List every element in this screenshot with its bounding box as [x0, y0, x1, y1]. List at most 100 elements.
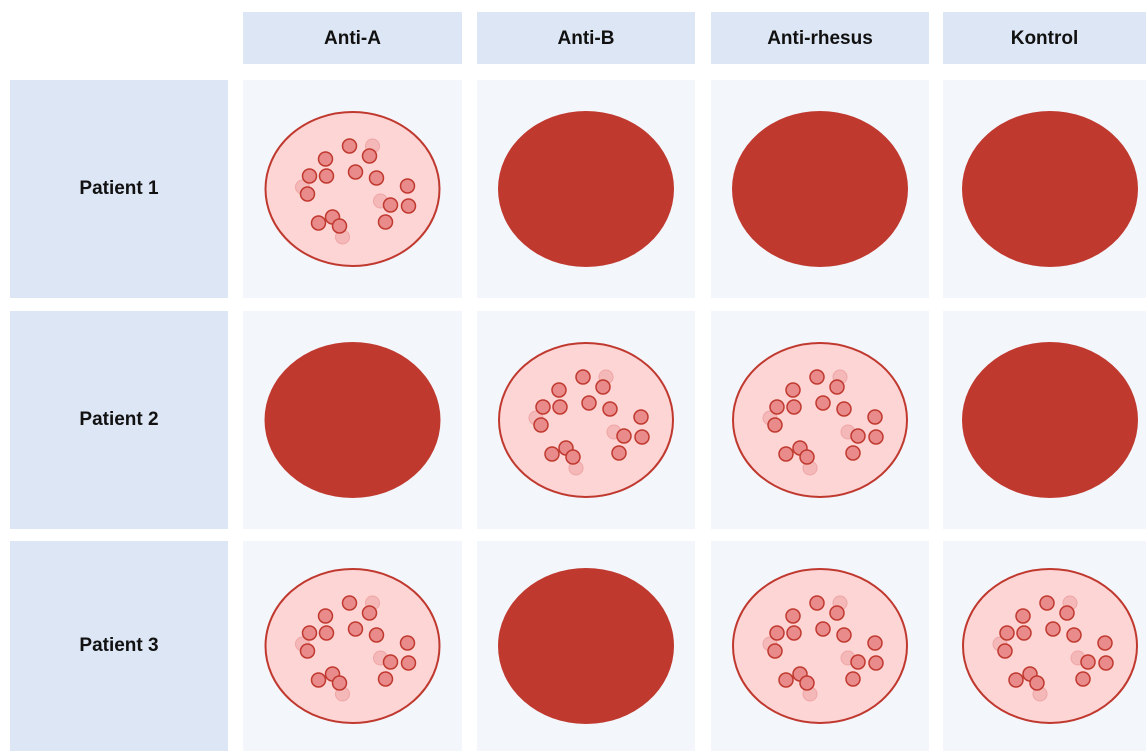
column-header-label: Kontrol: [1011, 28, 1079, 49]
uniform-sample: [498, 568, 674, 724]
cell-clump: [778, 672, 794, 688]
cell-clump: [299, 643, 316, 659]
column-header: [943, 12, 1146, 64]
cell-clump: [1080, 654, 1096, 670]
cell-clump: [361, 605, 378, 621]
cell-clump: [809, 369, 825, 385]
cell-clump: [1015, 608, 1031, 624]
uniform-sample: [962, 111, 1138, 267]
cell-clump: [368, 627, 385, 643]
sample-well: [264, 111, 441, 267]
cell-clump: [581, 395, 597, 411]
agglutination-sample: [264, 568, 441, 724]
cell-clump: [633, 409, 649, 425]
cell-clump: [1016, 625, 1032, 641]
cell-clump: [809, 595, 825, 611]
cell-clump: [533, 417, 549, 433]
row-header: [10, 311, 228, 529]
column-header: [477, 12, 695, 64]
cell-clump: [616, 428, 632, 444]
cell-clump: [595, 379, 611, 395]
cell-clump: [799, 449, 815, 465]
cell-clump: [997, 643, 1013, 659]
cell-clump: [535, 399, 551, 415]
cell-clump: [1029, 675, 1045, 691]
agglutination-sample: [732, 342, 908, 498]
cell-clump: [767, 643, 783, 659]
cell-clump: [785, 608, 801, 624]
cell-clump: [301, 625, 318, 641]
row-header-label: Patient 2: [79, 409, 158, 430]
cell-clump: [331, 675, 348, 691]
cell-clump: [868, 655, 884, 671]
cell-clump: [634, 429, 650, 445]
cell-clump: [999, 625, 1015, 641]
cell-clump: [331, 218, 348, 234]
sample-well: [498, 342, 674, 498]
cell-clump: [785, 382, 801, 398]
column-header-label: Anti-B: [558, 28, 615, 49]
row-header: [10, 80, 228, 298]
cell-clump: [317, 608, 334, 624]
cell-clump: [1059, 605, 1075, 621]
cell-clump: [850, 654, 866, 670]
cell-clump: [399, 178, 416, 194]
cell-clump: [299, 186, 316, 202]
cell-clump: [829, 605, 845, 621]
cell-clump: [769, 625, 785, 641]
cell-clump: [377, 214, 394, 230]
cell-clump: [867, 635, 883, 651]
cell-clump: [1097, 635, 1113, 651]
cell-clump: [377, 671, 394, 687]
cell-clump: [301, 168, 318, 184]
cell-clump: [845, 445, 861, 461]
column-header-label: Anti-A: [324, 28, 381, 49]
agglutination-sample: [962, 568, 1138, 724]
uniform-sample: [732, 111, 908, 267]
cell-clump: [341, 138, 358, 154]
cell-clump: [868, 429, 884, 445]
cell-clump: [611, 445, 627, 461]
cell-clump: [1039, 595, 1055, 611]
cell-clump: [602, 401, 618, 417]
agglutination-sample: [264, 111, 441, 267]
cell-clump: [786, 399, 802, 415]
cell-clump: [565, 449, 581, 465]
cell-clump: [382, 197, 399, 213]
cell-clump: [382, 654, 399, 670]
cell-clump: [544, 446, 560, 462]
uniform-sample: [498, 111, 674, 267]
cell-clump: [845, 671, 861, 687]
cell-clump: [1066, 627, 1082, 643]
column-header-label: Anti-rhesus: [767, 28, 873, 49]
cell-clump: [400, 198, 417, 214]
column-header: [243, 12, 462, 64]
row-header-label: Patient 1: [79, 178, 159, 199]
cell-clump: [767, 417, 783, 433]
sample-well: [264, 568, 441, 724]
cell-clump: [552, 399, 568, 415]
row-header: [10, 541, 228, 751]
uniform-sample: [962, 342, 1138, 498]
cell-clump: [836, 401, 852, 417]
cell-clump: [850, 428, 866, 444]
uniform-sample: [264, 342, 441, 498]
sample-well: [732, 342, 908, 498]
column-header: [711, 12, 929, 64]
cell-clump: [786, 625, 802, 641]
cell-clump: [1098, 655, 1114, 671]
cell-clump: [399, 635, 416, 651]
cell-clump: [368, 170, 385, 186]
cell-clump: [400, 655, 417, 671]
cell-clump: [829, 379, 845, 395]
row-header-label: Patient 3: [79, 635, 158, 656]
cell-clump: [1045, 621, 1061, 637]
cell-clump: [815, 621, 831, 637]
cell-clump: [551, 382, 567, 398]
agglutination-sample: [732, 568, 908, 724]
cell-clump: [1075, 671, 1091, 687]
cell-clump: [836, 627, 852, 643]
cell-clump: [317, 151, 334, 167]
cell-clump: [778, 446, 794, 462]
